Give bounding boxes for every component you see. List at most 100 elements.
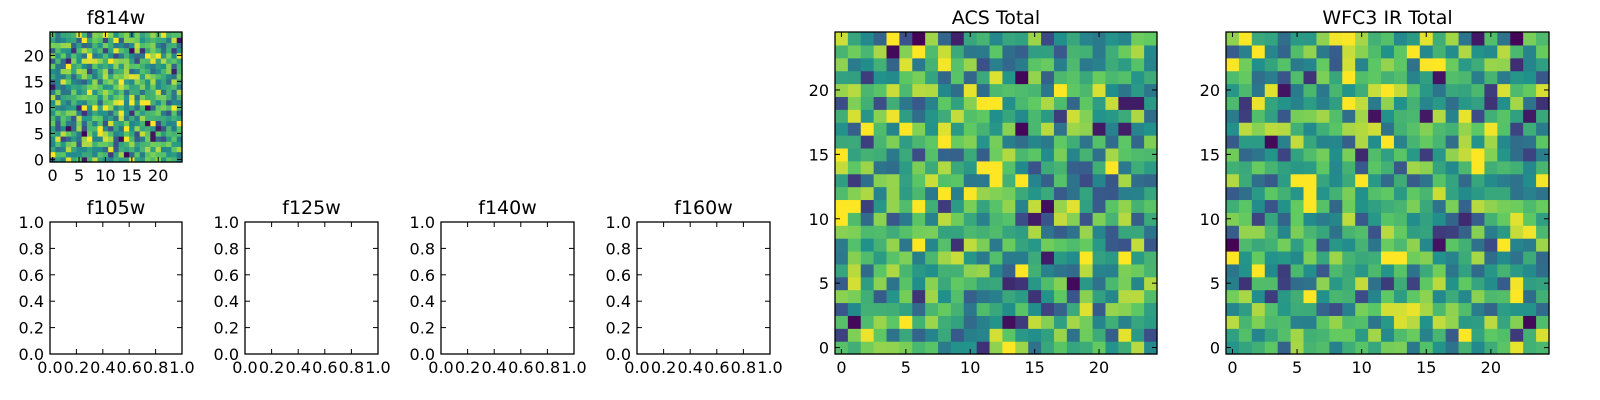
heatmap-cell [1510,199,1524,213]
heatmap-cell [134,110,141,116]
heatmap-cell [160,37,167,43]
heatmap-cell [1432,341,1447,355]
y-tick-label: 0.2 [606,319,631,338]
heatmap-cell [113,94,120,101]
heatmap-cell [97,115,104,121]
heatmap-cell [938,96,952,110]
heatmap-cell [1041,199,1055,213]
heatmap-cell [1471,57,1485,72]
heatmap-cell [1118,212,1132,226]
heatmap-cell [81,78,88,85]
y-tick-label: 1.0 [214,213,239,232]
heatmap-cell [860,328,875,342]
heatmap-cell [963,289,978,304]
heatmap-cell [1393,328,1408,342]
heatmap-cell [1471,147,1485,162]
heatmap-cell [60,68,67,75]
heatmap-cell [1523,186,1537,201]
heatmap-cell [50,63,56,69]
heatmap-cell [899,302,913,316]
heatmap-cell [176,146,183,153]
heatmap-cell [86,94,93,101]
heatmap-cell [65,68,72,75]
heatmap-cell [76,37,83,43]
heatmap-cell [134,58,141,64]
heatmap-cell [1144,315,1158,329]
heatmap-cell [97,110,104,116]
heatmap-cell [166,130,173,137]
heatmap-cell [1316,315,1330,329]
heatmap-cell [1510,238,1524,252]
heatmap-cell [1144,70,1158,85]
heatmap-cell [160,42,167,49]
heatmap-cell [912,109,926,123]
heatmap-cell [1355,57,1369,72]
heatmap-cell [1523,212,1537,226]
heatmap-cell [113,115,120,121]
heatmap-cell [847,289,862,304]
heatmap-cell [1028,225,1042,239]
heatmap-cell [108,47,114,54]
heatmap-cell [1079,109,1094,123]
heatmap-cell [113,146,120,153]
heatmap-cell [71,99,77,106]
heatmap-cell [1419,32,1434,46]
heatmap-cell [123,120,130,127]
heatmap-cell [1002,147,1016,162]
heatmap-cell [1432,83,1447,97]
heatmap-cell [1053,160,1068,175]
heatmap-cell [1536,147,1550,162]
heatmap-cell [860,263,875,278]
heatmap-cell [55,125,62,132]
heatmap-cell [134,104,141,111]
heatmap-cell [1144,57,1158,72]
heatmap-cell [1419,160,1434,175]
heatmap-cell [108,42,114,49]
heatmap-cell [938,341,952,355]
heatmap-cell [1277,44,1292,59]
y-tick-label: 5 [1210,274,1220,293]
heatmap-cell [1484,328,1498,342]
heatmap-cell [176,42,183,49]
heatmap-cell [1251,328,1266,342]
heatmap-cell [60,84,67,90]
heatmap-cell [1445,109,1460,123]
heatmap-cell [1131,263,1145,278]
heatmap-cell [1523,328,1537,342]
heatmap-cell [134,42,141,49]
heatmap-cell [1523,122,1537,136]
heatmap-cell [81,52,88,59]
heatmap-cell [171,104,178,111]
heatmap-cell [1329,225,1343,239]
heatmap-cell [1458,302,1473,316]
heatmap-cell [92,141,99,147]
heatmap-cell [160,94,167,101]
heatmap-cell [1355,250,1369,265]
heatmap-cell [1131,250,1145,265]
heatmap-cell [102,47,109,54]
heatmap-cell [1041,70,1055,85]
heatmap-cell [129,47,136,54]
heatmap-cell [925,160,939,175]
heatmap-cell [976,315,991,329]
heatmap-cell [1053,186,1068,201]
heatmap-cell [123,104,130,111]
heatmap-cell [1329,70,1343,85]
heatmap-cell [1355,225,1369,239]
heatmap-cell [950,109,965,123]
heatmap-cell [925,32,939,46]
heatmap-cell [1406,83,1421,97]
heatmap-cell [1329,276,1343,291]
heatmap-cell [81,120,88,127]
heatmap-cell [55,110,62,116]
heatmap-cell [1251,186,1266,201]
panel-title: WFC3 IR Total [1322,7,1452,29]
heatmap-cell [1131,96,1145,110]
heatmap-cell [1066,109,1081,123]
heatmap-cell [1015,302,1029,316]
heatmap-cell [1484,212,1498,226]
heatmap-cell [102,58,109,64]
heatmap-cell [925,250,939,265]
heatmap-cell [938,122,952,136]
